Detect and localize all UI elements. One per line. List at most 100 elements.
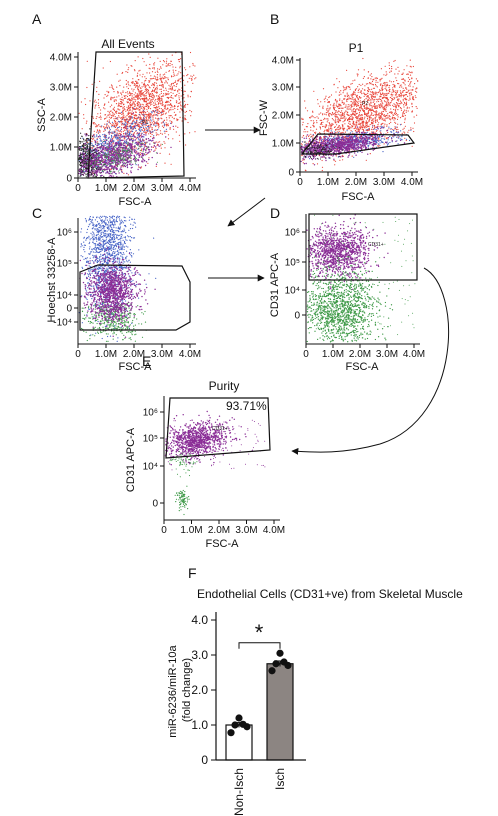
event-dot-purple (134, 136, 136, 138)
event-dot-purple (111, 139, 114, 141)
event-dot-red (141, 82, 143, 84)
event-dot-red (150, 135, 152, 138)
event-dot-red (112, 112, 114, 114)
event-dot-red (161, 99, 163, 101)
event-dot-red (349, 108, 351, 110)
event-dot-red (169, 65, 171, 67)
event-dot-red (132, 101, 134, 103)
event-dot-red (355, 125, 357, 127)
event-dot-red (316, 116, 318, 118)
event-dot-red (117, 118, 119, 120)
event-dot-red (99, 80, 101, 82)
event-dot-red (158, 68, 160, 70)
event-dot-red (141, 112, 143, 114)
event-dot-red (147, 105, 149, 107)
event-dot-red (122, 115, 124, 117)
event-dot-red (120, 122, 122, 124)
event-dot-red (346, 86, 348, 88)
event-dot-red (137, 56, 139, 58)
event-dot-blue (111, 121, 114, 123)
event-dot-red (354, 103, 356, 105)
event-dot-purple (91, 170, 94, 172)
event-dot-red (358, 83, 360, 86)
event-dot-red (157, 109, 159, 111)
event-dot-purple (95, 140, 97, 142)
event-dot-black (83, 140, 85, 142)
event-dot-purple (96, 174, 98, 177)
event-dot-red (172, 108, 174, 111)
event-dot-blue (125, 119, 127, 121)
event-dot-red (160, 145, 162, 147)
event-dot-red (144, 80, 146, 82)
event-dot-red (375, 112, 377, 114)
event-dot-red (341, 112, 343, 114)
event-dot-red (163, 126, 165, 129)
event-dot-red (172, 69, 174, 71)
event-dot-red (170, 84, 172, 86)
event-dot-black (80, 172, 82, 174)
event-dot-red (365, 93, 367, 95)
event-dot-red (173, 106, 175, 108)
event-dot-red (174, 75, 176, 77)
event-dot-green (110, 163, 112, 166)
event-dot-red (108, 114, 110, 116)
event-dot-red (109, 122, 111, 125)
event-dot-red (307, 131, 309, 133)
event-dot-red (359, 100, 361, 102)
event-dot-red (165, 77, 167, 79)
event-dot-red (121, 117, 123, 119)
event-dot-blue (91, 142, 93, 144)
event-dot-purple (129, 143, 131, 145)
event-dot-red (127, 119, 129, 121)
event-dot-red (407, 110, 409, 112)
event-dot-red (146, 72, 148, 74)
event-dot-red (111, 104, 113, 106)
event-dot-red (370, 110, 372, 112)
event-dot-green (117, 155, 119, 157)
event-dot-red (342, 85, 344, 87)
event-dot-red (164, 76, 166, 78)
event-dot-blue (142, 126, 144, 128)
event-dot-purple (99, 169, 102, 171)
event-dot-red (174, 105, 176, 107)
event-dot-red (133, 98, 135, 101)
event-dot-red (136, 96, 138, 98)
event-dot-purple (116, 155, 118, 157)
event-dot-red (142, 92, 144, 94)
event-dot-red (184, 115, 186, 117)
event-dot-purple (145, 149, 147, 151)
event-dot-red (370, 132, 372, 134)
event-dot-red (351, 155, 353, 157)
event-dot-red (154, 62, 156, 64)
event-dot-red (124, 138, 126, 140)
event-dot-red (387, 113, 389, 115)
event-dot-red (156, 74, 158, 76)
event-dot-red (143, 107, 145, 109)
event-dot-green (114, 160, 116, 162)
event-dot-red (141, 94, 143, 96)
event-dot-purple (138, 156, 140, 158)
event-dot-red (344, 131, 346, 133)
event-dot-green (119, 146, 121, 148)
event-dot-red (137, 141, 139, 143)
event-dot-red (143, 127, 145, 129)
event-dot-red (377, 81, 379, 83)
event-dot-red (414, 83, 416, 85)
event-dot-red (343, 102, 345, 104)
event-dot-red (354, 94, 356, 96)
event-dot-red (156, 76, 159, 78)
event-dot-green (126, 154, 128, 156)
event-dot-red (121, 124, 123, 126)
event-dot-black (78, 157, 80, 159)
event-dot-red (392, 104, 394, 106)
event-dot-black (79, 142, 81, 144)
event-dot-red (172, 83, 174, 85)
event-dot-red (371, 107, 373, 109)
event-dot-green (113, 170, 115, 172)
event-dot-red (391, 65, 393, 68)
event-dot-red (164, 107, 166, 109)
event-dot-red (168, 70, 170, 72)
event-dot-purple (98, 161, 100, 163)
event-dot-blue (96, 135, 98, 137)
event-dot-green (146, 142, 148, 144)
